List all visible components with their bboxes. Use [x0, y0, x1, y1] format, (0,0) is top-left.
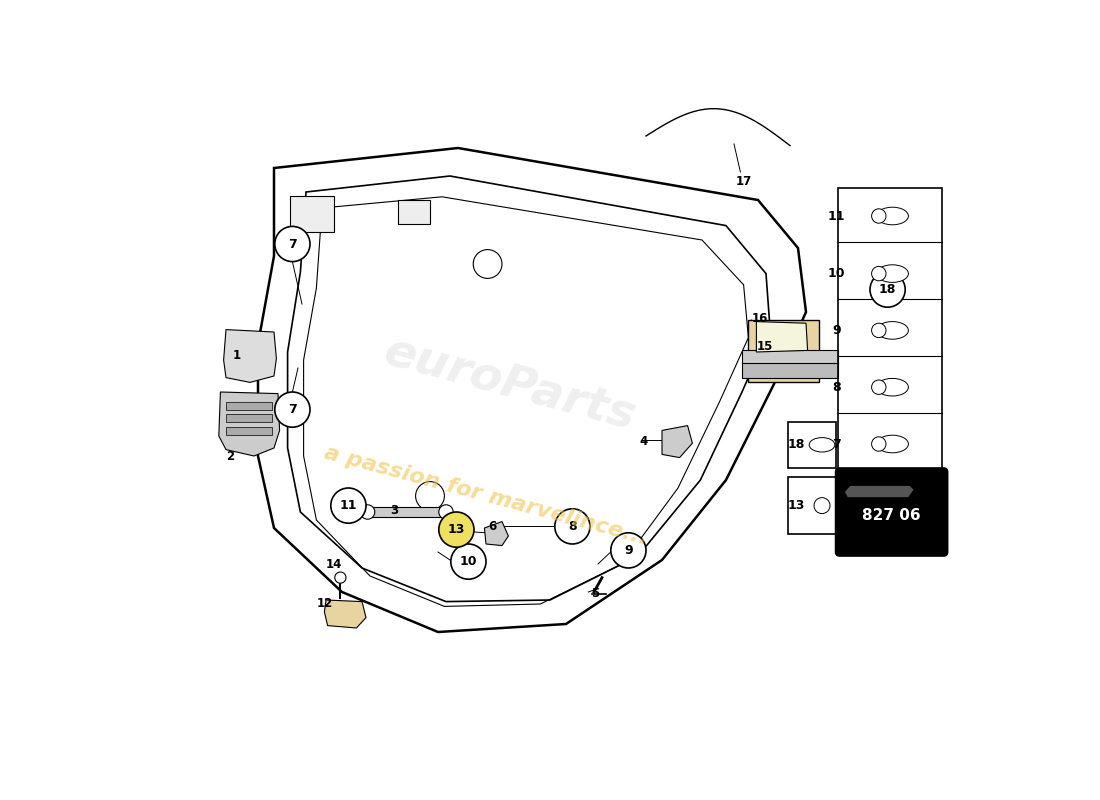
Polygon shape: [757, 322, 807, 352]
Text: 10: 10: [827, 267, 845, 280]
Circle shape: [473, 250, 502, 278]
Ellipse shape: [877, 322, 909, 339]
Bar: [789, 422, 836, 468]
Polygon shape: [662, 426, 692, 458]
Ellipse shape: [877, 207, 909, 225]
Polygon shape: [223, 330, 276, 382]
Circle shape: [275, 392, 310, 427]
Ellipse shape: [810, 438, 835, 452]
Text: 7: 7: [288, 403, 297, 416]
Bar: [748, 320, 818, 382]
Text: 1: 1: [232, 350, 241, 362]
Text: 6: 6: [488, 520, 496, 533]
Text: 11: 11: [340, 499, 358, 512]
Bar: [742, 363, 838, 378]
Circle shape: [275, 226, 310, 262]
Circle shape: [554, 509, 590, 544]
Circle shape: [871, 323, 886, 338]
Bar: [838, 188, 942, 524]
Circle shape: [871, 437, 886, 451]
Text: 8: 8: [832, 381, 840, 394]
Text: 17: 17: [736, 175, 751, 188]
Circle shape: [439, 512, 474, 547]
Bar: [789, 477, 836, 534]
Text: 12: 12: [317, 597, 332, 610]
Bar: [226, 427, 273, 435]
Text: 15: 15: [756, 340, 772, 353]
Circle shape: [871, 380, 886, 394]
Text: 18: 18: [879, 283, 896, 296]
FancyBboxPatch shape: [398, 200, 430, 224]
Text: 7: 7: [288, 238, 297, 250]
Circle shape: [416, 482, 444, 510]
Ellipse shape: [877, 265, 909, 282]
Text: 827 06: 827 06: [862, 509, 921, 523]
Text: 3: 3: [389, 504, 398, 517]
FancyBboxPatch shape: [290, 196, 334, 232]
Circle shape: [616, 538, 645, 566]
Text: 4: 4: [639, 435, 648, 448]
Circle shape: [334, 572, 346, 583]
Circle shape: [451, 544, 486, 579]
Text: 2: 2: [226, 450, 234, 462]
FancyBboxPatch shape: [836, 468, 947, 556]
Text: 11: 11: [827, 210, 845, 222]
Polygon shape: [219, 392, 279, 456]
Text: 9: 9: [624, 544, 632, 557]
Circle shape: [871, 209, 886, 223]
Text: 14: 14: [326, 558, 342, 570]
Circle shape: [439, 505, 453, 519]
Ellipse shape: [877, 435, 909, 453]
Circle shape: [871, 266, 886, 281]
Polygon shape: [845, 486, 914, 498]
Bar: [742, 350, 838, 364]
Text: 13: 13: [448, 523, 465, 536]
Text: 8: 8: [568, 520, 576, 533]
Bar: [370, 507, 446, 517]
Circle shape: [610, 533, 646, 568]
Circle shape: [361, 505, 375, 519]
Text: 7: 7: [832, 438, 840, 450]
Circle shape: [331, 488, 366, 523]
Text: 9: 9: [832, 324, 840, 337]
Text: a passion for marvelince...: a passion for marvelince...: [322, 443, 650, 549]
Text: 18: 18: [788, 438, 805, 450]
Text: 13: 13: [788, 499, 805, 512]
Bar: [226, 414, 273, 422]
Ellipse shape: [877, 378, 909, 396]
Text: euroParts: euroParts: [379, 329, 641, 439]
Text: 5: 5: [592, 587, 600, 600]
Circle shape: [814, 498, 830, 514]
Polygon shape: [484, 522, 508, 546]
Circle shape: [870, 272, 905, 307]
Text: 10: 10: [460, 555, 477, 568]
Bar: [226, 402, 273, 410]
Text: 16: 16: [751, 312, 768, 325]
Polygon shape: [324, 600, 366, 628]
